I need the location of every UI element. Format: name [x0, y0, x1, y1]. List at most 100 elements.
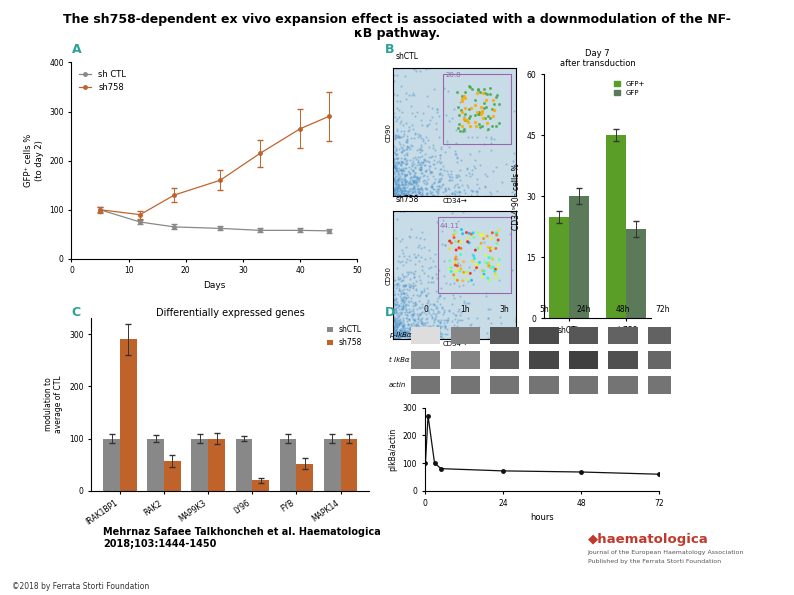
Point: [411, 184, 424, 193]
Point: [391, 317, 404, 326]
Point: [484, 246, 497, 256]
Point: [426, 180, 439, 189]
Point: [426, 328, 438, 337]
Point: [418, 170, 430, 180]
Point: [407, 191, 420, 201]
Point: [486, 228, 499, 237]
Point: [391, 272, 404, 281]
Point: [388, 333, 401, 343]
Point: [418, 284, 430, 294]
Point: [399, 144, 412, 154]
Point: [402, 300, 414, 309]
Point: [421, 283, 434, 292]
Point: [417, 134, 430, 143]
Point: [414, 157, 427, 167]
Point: [396, 307, 409, 317]
Point: [477, 270, 490, 279]
Point: [401, 311, 414, 320]
Point: [477, 88, 490, 98]
Point: [431, 308, 444, 318]
Text: 48h: 48h: [616, 305, 630, 314]
Point: [510, 314, 522, 323]
Point: [407, 281, 419, 291]
Point: [388, 325, 401, 335]
Point: [426, 167, 438, 177]
Point: [395, 154, 408, 163]
Point: [469, 110, 482, 120]
Point: [425, 153, 437, 162]
Point: [441, 169, 454, 178]
Point: [398, 174, 410, 184]
Point: [432, 186, 445, 195]
Point: [437, 215, 449, 225]
Point: [447, 308, 460, 317]
Point: [418, 155, 430, 164]
Point: [400, 300, 413, 309]
Point: [392, 327, 405, 336]
Point: [391, 256, 404, 266]
Point: [434, 168, 446, 177]
Point: [411, 330, 424, 340]
Point: [397, 275, 410, 284]
Point: [397, 165, 410, 175]
Point: [413, 233, 426, 242]
Point: [478, 191, 491, 201]
Point: [393, 319, 406, 328]
Point: [389, 145, 402, 154]
Point: [395, 285, 408, 295]
Text: 20.8: 20.8: [445, 72, 461, 78]
Point: [484, 132, 497, 142]
Point: [393, 318, 406, 327]
Point: [401, 254, 414, 264]
Point: [465, 230, 478, 239]
Point: [396, 157, 409, 167]
Point: [408, 181, 421, 190]
Point: [436, 302, 449, 312]
Point: [387, 167, 400, 177]
Point: [434, 142, 447, 152]
Point: [389, 178, 402, 187]
Point: [407, 187, 419, 197]
Point: [437, 179, 450, 189]
Point: [403, 177, 416, 186]
Point: [434, 331, 447, 340]
Point: [389, 153, 402, 162]
Point: [434, 324, 446, 333]
Point: [391, 176, 404, 185]
Point: [391, 313, 403, 322]
Point: [449, 150, 462, 159]
Point: [392, 190, 405, 200]
Bar: [296, 464, 313, 491]
Point: [390, 104, 403, 113]
Point: [453, 187, 466, 197]
Point: [389, 117, 402, 126]
Point: [492, 275, 505, 284]
Point: [387, 328, 399, 338]
Point: [395, 331, 407, 341]
Point: [507, 161, 520, 171]
Point: [417, 157, 430, 167]
Point: [453, 187, 465, 197]
Point: [407, 320, 420, 330]
Point: [387, 187, 400, 196]
Point: [412, 271, 425, 280]
Point: [398, 172, 410, 181]
Point: [484, 243, 497, 253]
Point: [456, 331, 468, 340]
Point: [415, 190, 428, 200]
Point: [418, 178, 430, 187]
Point: [475, 239, 488, 248]
Point: [450, 152, 463, 162]
Point: [422, 162, 435, 171]
Text: 24h: 24h: [576, 305, 591, 314]
Point: [388, 334, 401, 343]
Point: [436, 227, 449, 236]
Point: [453, 265, 466, 274]
Point: [477, 234, 490, 243]
Point: [389, 331, 402, 340]
Bar: [569, 196, 589, 318]
Point: [394, 133, 407, 142]
Point: [431, 273, 444, 282]
Point: [453, 243, 465, 253]
Point: [476, 121, 489, 130]
